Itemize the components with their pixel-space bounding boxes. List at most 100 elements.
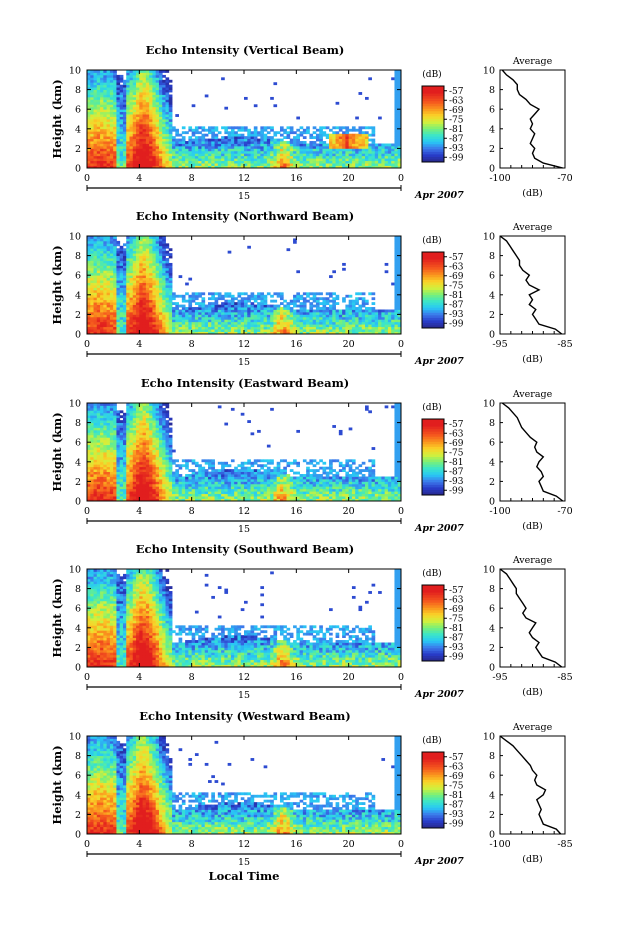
heatmap-cell — [329, 128, 333, 132]
heatmap-cell — [266, 143, 271, 147]
heatmap-cell — [93, 109, 98, 113]
heatmap-cell — [178, 326, 183, 330]
heatmap-cell — [113, 253, 117, 256]
heatmap-cell — [276, 155, 281, 159]
heatmap-cell — [103, 94, 108, 98]
heatmap-cell — [87, 316, 91, 320]
heatmap-cell — [109, 481, 114, 485]
heatmap-cell — [90, 410, 94, 414]
heatmap-cell — [394, 262, 399, 266]
heatmap-cell — [250, 143, 255, 147]
colorbar-segment — [422, 149, 444, 153]
heatmap-cell — [122, 439, 127, 443]
heatmap-cell — [306, 331, 310, 335]
heatmap-cell — [198, 126, 202, 130]
heatmap-cell — [155, 109, 160, 113]
month-year-label: Apr 2007 — [414, 190, 464, 201]
heatmap-cell — [136, 121, 140, 125]
heatmap-cell — [113, 307, 117, 310]
heatmap-cell — [90, 106, 94, 110]
heatmap-cell — [208, 319, 212, 323]
heatmap-cell — [113, 158, 117, 162]
heatmap-cell — [168, 116, 173, 120]
heatmap-cell — [178, 314, 183, 318]
heatmap-cell — [368, 321, 372, 325]
heatmap-cell — [270, 126, 274, 130]
heatmap-cell — [263, 304, 268, 308]
heatmap-cell — [129, 87, 134, 90]
heatmap-cell — [149, 150, 153, 154]
heatmap-cell — [168, 275, 173, 279]
colorbar-segment — [422, 295, 444, 298]
heatmap-cell — [96, 270, 101, 274]
heatmap-cell — [149, 321, 153, 325]
heatmap-cell — [132, 331, 137, 335]
heatmap-cell — [132, 99, 137, 103]
heatmap-cell — [122, 131, 127, 135]
heatmap-cell — [312, 319, 317, 323]
heatmap-cell — [227, 311, 232, 315]
heatmap-cell — [260, 294, 265, 298]
heatmap-cell — [149, 111, 153, 115]
heatmap-cell — [100, 136, 104, 139]
heatmap-cell — [283, 309, 287, 313]
heatmap-cell — [139, 94, 143, 98]
heatmap-cell — [96, 496, 101, 499]
heatmap-cell — [319, 324, 323, 328]
heatmap-cell — [312, 148, 317, 152]
heatmap-cell — [355, 309, 359, 313]
heatmap-cell — [312, 316, 317, 320]
heatmap-cell — [93, 136, 98, 139]
heatmap-cell — [96, 116, 101, 120]
heatmap-cell — [90, 415, 94, 419]
heatmap-cell — [204, 329, 209, 332]
heatmap-cell — [90, 324, 94, 328]
heatmap-cell — [198, 165, 202, 169]
heatmap-cell — [109, 309, 114, 313]
heatmap-cell — [149, 119, 153, 122]
heatmap-cell — [126, 412, 130, 416]
heatmap-cell — [397, 116, 402, 120]
heatmap-cell — [309, 141, 314, 144]
heatmap-cell — [201, 316, 206, 320]
heatmap-cell — [260, 141, 265, 144]
heatmap-cell — [126, 109, 130, 113]
heatmap-cell — [139, 128, 143, 132]
heatmap-cell — [155, 150, 160, 154]
heatmap-cell — [329, 294, 333, 298]
heatmap-cell — [116, 285, 121, 288]
heatmap-cell — [361, 297, 366, 301]
heatmap-cell — [100, 138, 104, 142]
avg-x-tick-label: -95 — [492, 339, 507, 350]
heatmap-cell — [109, 498, 114, 502]
heatmap-cell — [136, 287, 140, 291]
heatmap-cell — [149, 84, 153, 88]
heatmap-cell — [286, 326, 291, 330]
heatmap-cell — [93, 243, 98, 247]
heatmap-cell — [145, 240, 150, 244]
heatmap-cell — [119, 89, 124, 93]
heatmap-cell — [365, 163, 369, 166]
heatmap-cell — [145, 141, 150, 144]
heatmap-cell — [329, 307, 333, 310]
heatmap-cell — [355, 329, 359, 332]
heatmap-cell — [188, 304, 193, 308]
heatmap-cell — [358, 133, 363, 137]
heatmap-cell — [384, 316, 389, 320]
heatmap-cell — [122, 496, 127, 499]
heatmap-cell — [142, 133, 147, 137]
heatmap-cell — [132, 329, 137, 332]
heatmap-cell — [247, 331, 251, 335]
heatmap-cell — [126, 307, 130, 310]
heatmap-cell — [244, 297, 248, 301]
colorbar-segment — [422, 146, 444, 150]
heatmap-cell — [211, 292, 215, 296]
heatmap-cell — [96, 109, 101, 113]
heatmap-cell — [175, 160, 179, 164]
heatmap-cell — [106, 70, 111, 73]
heatmap-cell — [348, 326, 353, 330]
heatmap-cell — [103, 245, 108, 249]
heatmap-cell — [394, 238, 399, 242]
heatmap-cell — [348, 163, 353, 166]
heatmap-cell — [315, 329, 320, 332]
